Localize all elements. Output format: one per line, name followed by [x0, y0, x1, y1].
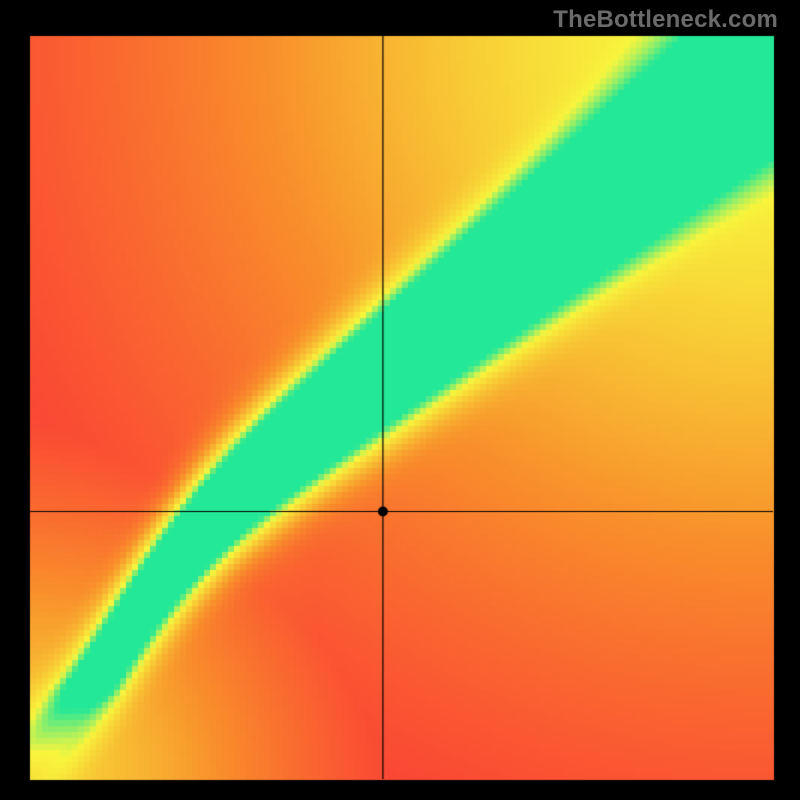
watermark-text: TheBottleneck.com — [553, 6, 778, 34]
heatmap-canvas — [0, 0, 800, 800]
figure-root: TheBottleneck.com — [0, 0, 800, 800]
